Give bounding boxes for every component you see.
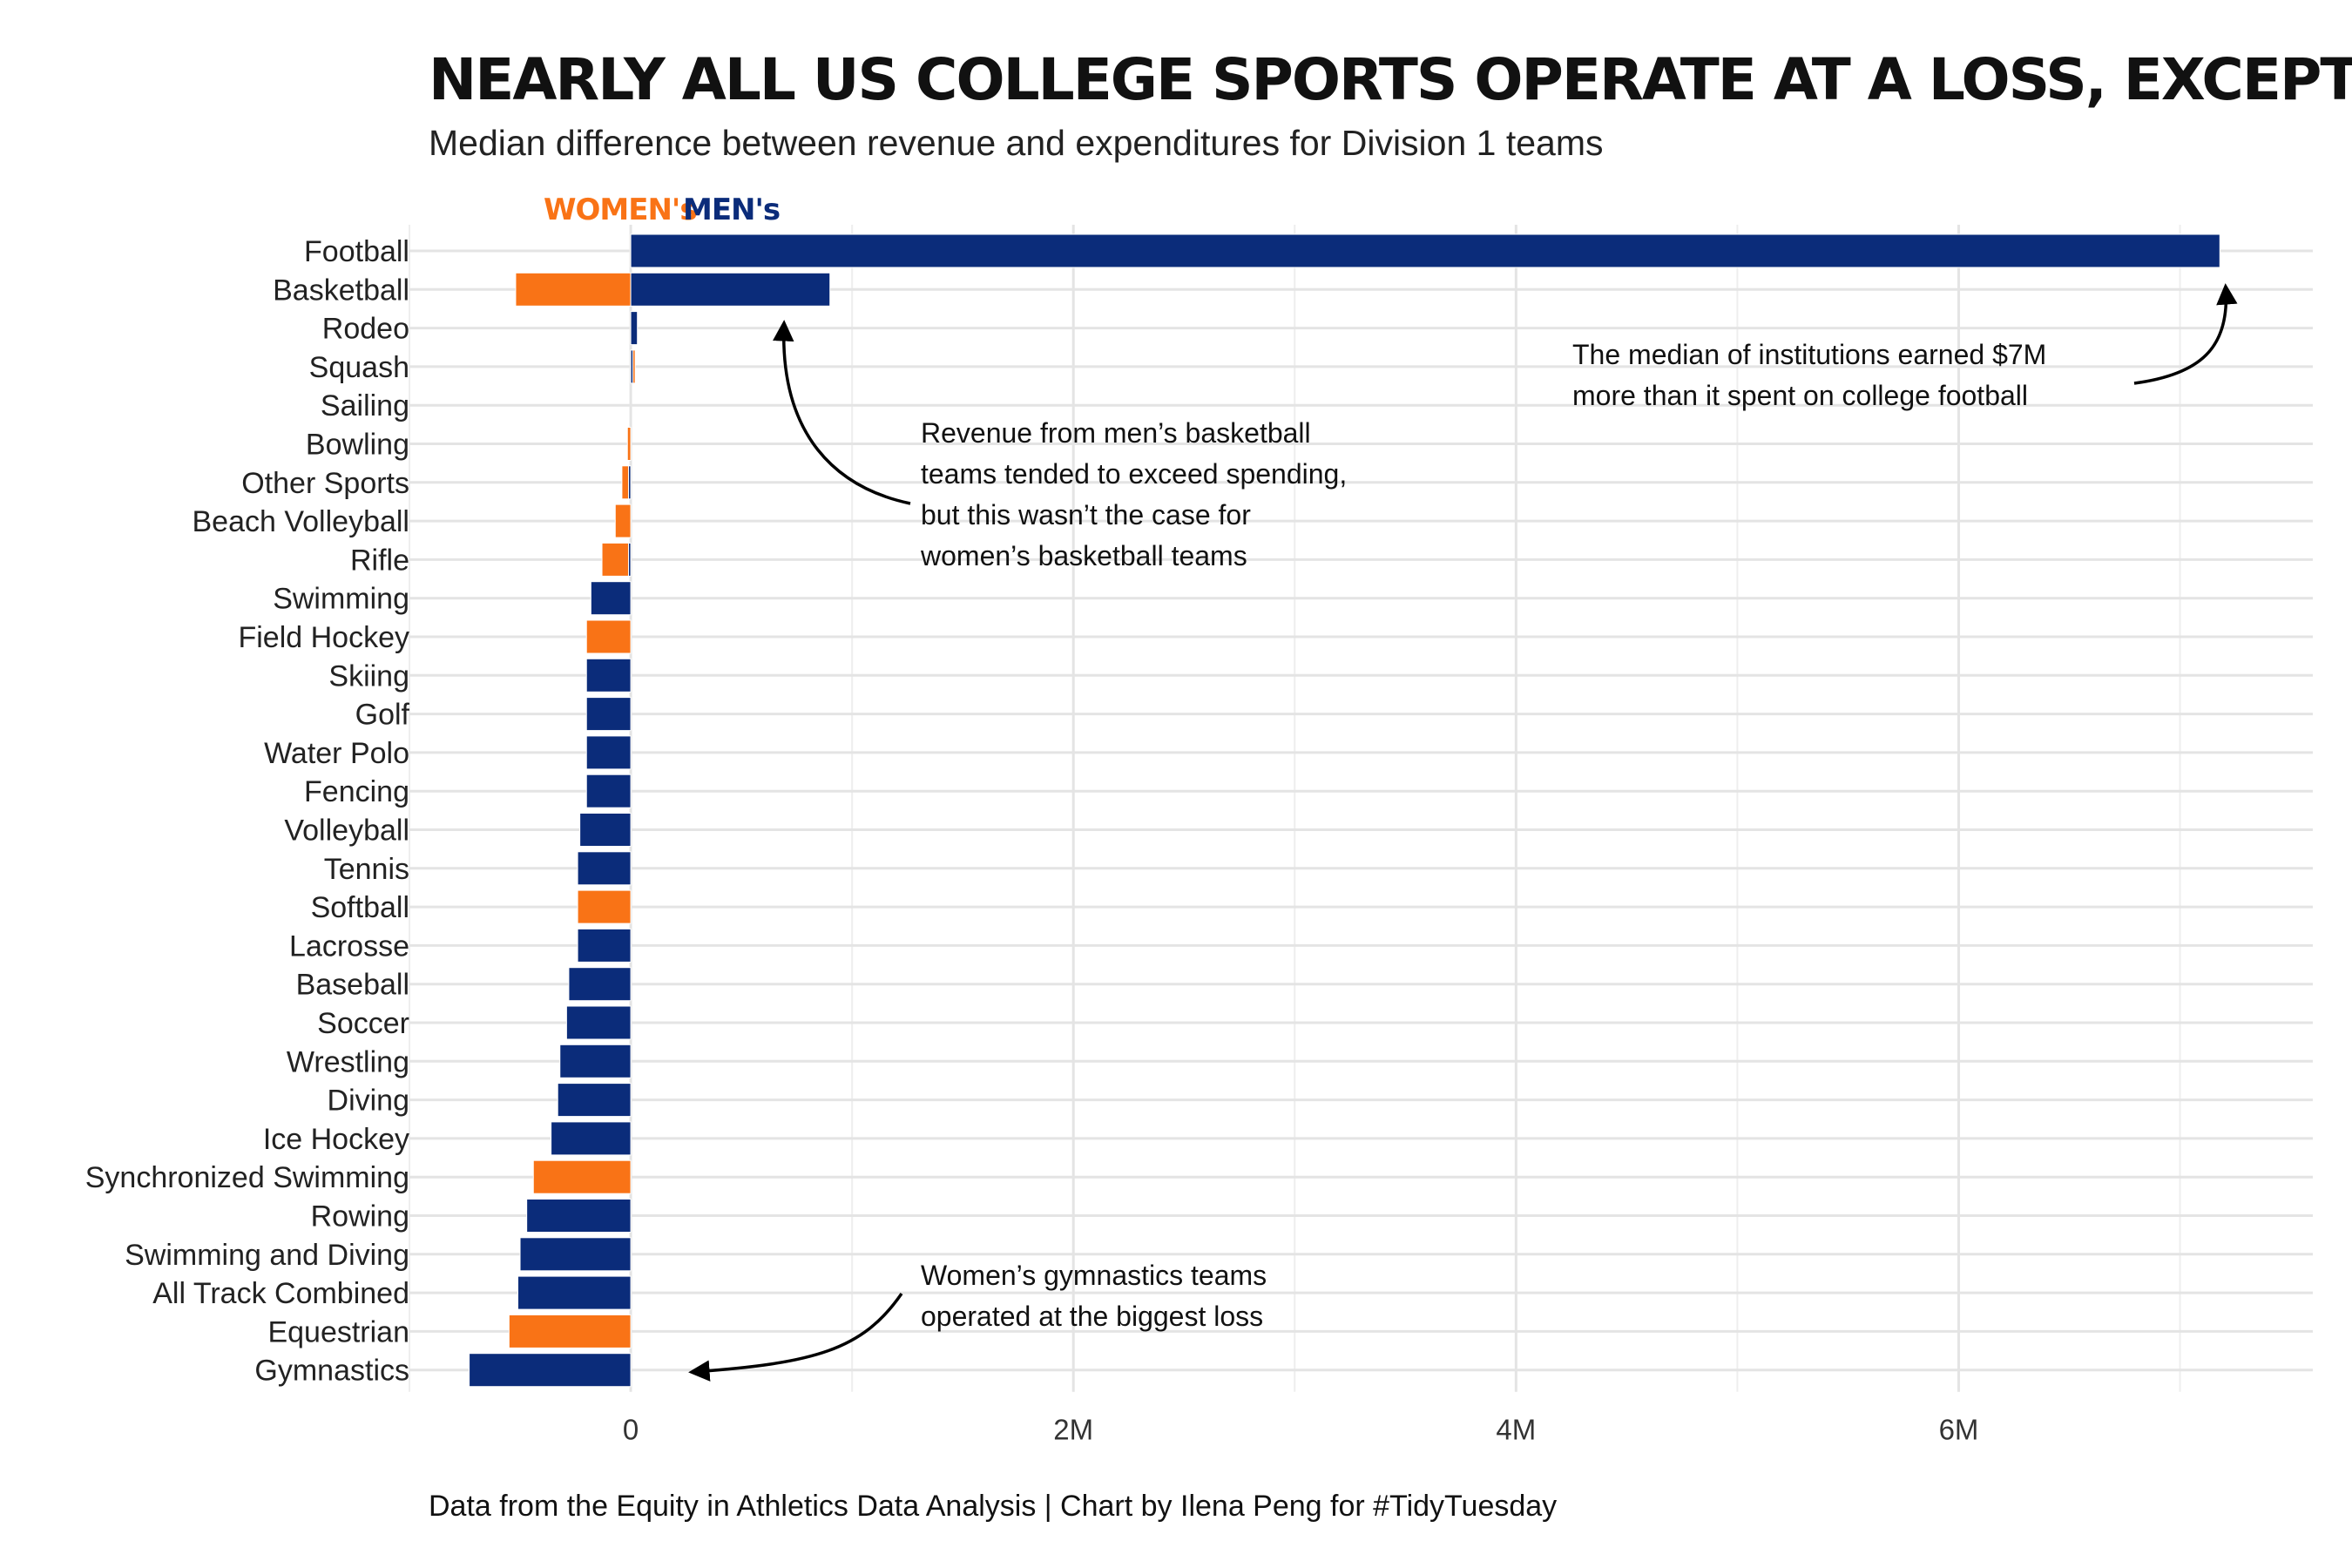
- womens-bar-bowling: [626, 427, 632, 461]
- bars: [469, 233, 2220, 1388]
- womens-bar-basketball: [515, 272, 632, 307]
- category-label: Wrestling: [287, 1045, 409, 1078]
- gymnastics-annotation-arrow: [688, 1293, 903, 1382]
- basketball-annotation: Revenue from men’s basketball teams tend…: [920, 417, 1347, 571]
- football-annotation-line: The median of institutions earned $7M: [1572, 339, 2046, 370]
- category-labels: Football Basketball Rodeo Squash Sailing Bowl…: [85, 235, 410, 1388]
- category-label: Rodeo: [322, 313, 409, 346]
- mens-bar-skiing: [585, 658, 632, 693]
- mens-bar-wrestling: [559, 1044, 632, 1078]
- basketball-annotation-line: but this wasn’t the case for: [921, 499, 1251, 531]
- category-label: Water Polo: [264, 737, 409, 770]
- mens-bar-rodeo: [630, 311, 639, 346]
- category-label: Gymnastics: [254, 1355, 409, 1388]
- category-label: Basketball: [273, 274, 409, 307]
- gymnastics-annotation-line: Women’s gymnastics teams: [921, 1260, 1267, 1291]
- grid-lines: [409, 225, 2313, 1392]
- football-annotation: The median of institutions earned $7M mo…: [1572, 339, 2046, 411]
- chart-title: NEARLY ALL US COLLEGE SPORTS OPERATE AT …: [429, 46, 2352, 113]
- category-label: Synchronized Swimming: [85, 1161, 409, 1194]
- category-label: Bowling: [306, 429, 409, 462]
- category-label: Volleyball: [284, 814, 409, 848]
- mens-bar-volleyball: [579, 813, 632, 847]
- mens-bar-lacrosse: [577, 928, 632, 963]
- category-label: Tennis: [324, 853, 409, 886]
- category-label: Golf: [355, 699, 410, 732]
- mens-bar-soccer: [565, 1005, 632, 1040]
- mens-bar-baseball: [568, 967, 632, 1002]
- legend-womens: WOMEN's: [544, 193, 697, 227]
- gymnastics-annotation: Women’s gymnastics teams operated at the…: [921, 1260, 1267, 1332]
- mens-bar-swimming-and-diving: [519, 1237, 632, 1272]
- mens-bar-gymnastics: [469, 1353, 632, 1388]
- basketball-annotation-line: women’s basketball teams: [920, 540, 1247, 571]
- womens-bar-rifle: [601, 542, 632, 577]
- category-label: Equestrian: [267, 1315, 409, 1348]
- mens-bar-squash: [630, 349, 634, 384]
- womens-bar-equestrian: [508, 1314, 632, 1348]
- mens-bar-rowing: [526, 1199, 632, 1233]
- football-annotation-line: more than it spent on college football: [1572, 380, 2028, 411]
- category-label: Ice Hockey: [263, 1123, 409, 1156]
- category-label: Swimming and Diving: [125, 1239, 409, 1272]
- mens-bar-rifle: [628, 542, 632, 577]
- category-label: Baseball: [296, 969, 409, 1002]
- legend-mens: MEN's: [683, 193, 780, 227]
- football-annotation-arrow: [2133, 283, 2238, 385]
- category-label: Lacrosse: [289, 929, 409, 963]
- mens-bar-diving: [557, 1083, 632, 1118]
- mens-bar-golf: [585, 697, 632, 732]
- womens-bar-softball: [577, 889, 632, 924]
- chart-caption: Data from the Equity in Athletics Data A…: [429, 1490, 1557, 1523]
- category-label: Football: [304, 235, 409, 268]
- basketball-annotation-line: Revenue from men’s basketball: [921, 417, 1311, 449]
- category-label: Swimming: [273, 583, 409, 616]
- womens-bar-field-hockey: [585, 619, 632, 654]
- mens-bar-other-sports: [628, 465, 632, 500]
- womens-bar-synchronized-swimming: [532, 1159, 632, 1194]
- x-axis-tick-labels: 0 2M 4M 6M: [623, 1414, 1979, 1446]
- category-label: Rifle: [350, 544, 409, 577]
- mens-bar-water-polo: [585, 735, 632, 770]
- category-label: Diving: [328, 1085, 409, 1118]
- mens-bar-basketball: [630, 272, 831, 307]
- category-label: Rowing: [311, 1200, 409, 1233]
- x-tick-label: 2M: [1053, 1414, 1093, 1446]
- gymnastics-annotation-line: operated at the biggest loss: [921, 1301, 1263, 1332]
- category-label: Squash: [309, 351, 409, 384]
- womens-bar-beach-volleyball: [614, 504, 632, 538]
- basketball-annotation-line: teams tended to exceed spending,: [921, 458, 1347, 490]
- mens-bar-all-track-combined: [517, 1275, 632, 1310]
- mens-bar-swimming: [590, 581, 632, 616]
- category-label: Other Sports: [241, 467, 409, 500]
- category-label: Skiing: [328, 659, 409, 693]
- mens-bar-fencing: [585, 774, 632, 808]
- category-label: Sailing: [321, 389, 409, 422]
- chart-subtitle: Median difference between revenue and ex…: [429, 123, 1604, 163]
- basketball-annotation-arrow: [773, 320, 911, 505]
- category-label: All Track Combined: [152, 1277, 409, 1310]
- x-tick-label: 6M: [1939, 1414, 1979, 1446]
- category-label: Soccer: [317, 1007, 409, 1040]
- category-label: Softball: [311, 891, 409, 924]
- x-tick-label: 0: [623, 1414, 639, 1446]
- mens-bar-tennis: [577, 851, 632, 886]
- category-label: Beach Volleyball: [192, 505, 409, 538]
- category-label: Fencing: [304, 775, 409, 808]
- category-label: Field Hockey: [238, 621, 409, 654]
- mens-bar-ice-hockey: [551, 1121, 632, 1156]
- x-tick-label: 4M: [1496, 1414, 1536, 1446]
- mens-bar-football: [630, 233, 2220, 268]
